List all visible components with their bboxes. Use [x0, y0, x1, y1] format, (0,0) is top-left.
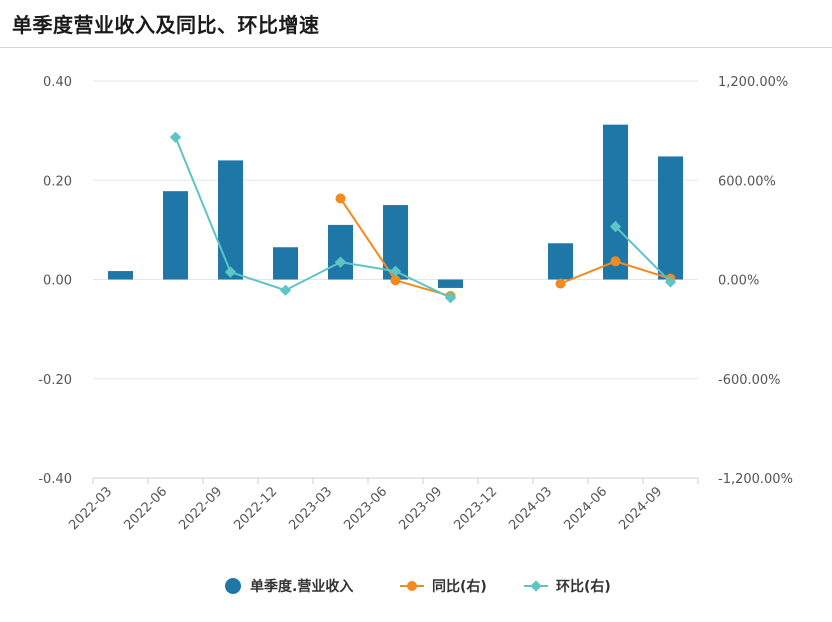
x-tick-label: 2024-06: [561, 484, 610, 533]
yoy-segment: [339, 197, 397, 281]
chart-canvas: 0.40 1,200.00% 0.20 600.00% 0.00 0.00% -0.20 -6…: [38, 75, 793, 533]
x-tick-label: 2023-12: [451, 484, 500, 533]
chart-title: 单季度营业收入及同比、环比增速: [12, 13, 320, 37]
qoq-point: [334, 256, 347, 268]
y-right-tick-label: 1,200.00%: [718, 75, 788, 90]
bar: [548, 243, 573, 280]
legend-label-revenue: 单季度.营业收入: [250, 579, 354, 595]
qoq-point: [169, 131, 182, 143]
qoq-segment: [614, 225, 672, 283]
yoy-point: [390, 275, 401, 286]
title-divider: [0, 47, 832, 48]
bar: [218, 160, 243, 280]
y-left-tick-label: 0.00: [43, 274, 72, 289]
bar-series: [108, 124, 683, 288]
y-left-tick-label: -0.40: [38, 472, 72, 487]
bar: [603, 124, 628, 280]
qoq-segment: [395, 270, 451, 299]
yoy-point: [335, 193, 346, 204]
x-tick-label: 2023-09: [396, 484, 445, 533]
line-series: [169, 131, 677, 304]
x-tick-label: 2023-06: [341, 484, 390, 533]
legend-qoq-swatch: [524, 580, 548, 592]
bar: [163, 191, 188, 280]
yoy-segment: [560, 260, 616, 285]
x-tick-label: 2022-09: [176, 484, 225, 533]
legend-item-revenue[interactable]: 单季度.营业收入: [224, 574, 353, 598]
yoy-point: [555, 278, 566, 289]
y-left-tick-label: -0.20: [38, 373, 72, 388]
legend-item-yoy[interactable]: 同比(右): [400, 574, 487, 598]
yoy-point: [610, 256, 621, 267]
qoq-segment: [230, 271, 286, 292]
bar: [108, 271, 133, 280]
y-right-tick-label: -600.00%: [718, 373, 781, 388]
y-right-tick-label: 0.00%: [718, 274, 759, 289]
qoq-point: [664, 276, 677, 288]
bar: [328, 224, 353, 280]
legend-yoy-swatch: [400, 581, 424, 591]
legend-label-qoq: 环比(右): [556, 579, 611, 595]
bar: [273, 247, 298, 280]
bar: [438, 279, 463, 288]
x-tick-label: 2022-03: [66, 484, 115, 533]
legend-label-yoy: 同比(右): [432, 579, 487, 595]
y-left-tick-label: 0.40: [43, 75, 72, 90]
qoq-point: [444, 292, 457, 304]
x-tick-label: 2024-03: [506, 484, 555, 533]
bar: [658, 156, 683, 280]
legend-item-qoq[interactable]: 环比(右): [524, 574, 611, 598]
x-tick-label: 2022-12: [231, 484, 280, 533]
qoq-segment: [340, 261, 396, 273]
qoq-point: [389, 265, 402, 277]
y-right-tick-label: -1,200.00%: [718, 472, 793, 487]
y-left-tick-label: 0.20: [43, 174, 72, 189]
qoq-point: [609, 220, 622, 233]
legend: 单季度.营业收入 同比(右) 环比(右): [0, 574, 832, 598]
axes: 0.40 1,200.00% 0.20 600.00% 0.00 0.00% -0.20 -6…: [38, 75, 793, 533]
x-tick-label: 2024-09: [616, 484, 665, 533]
y-right-tick-label: 600.00%: [718, 174, 776, 189]
qoq-point: [224, 266, 237, 278]
x-tick-label: 2022-06: [121, 484, 170, 533]
qoq-segment: [285, 261, 341, 292]
yoy-segment: [615, 260, 671, 280]
qoq-point: [279, 284, 292, 296]
legend-bar-swatch: [225, 578, 241, 594]
x-tick-label: 2023-03: [286, 484, 335, 533]
qoq-segment: [174, 136, 232, 273]
